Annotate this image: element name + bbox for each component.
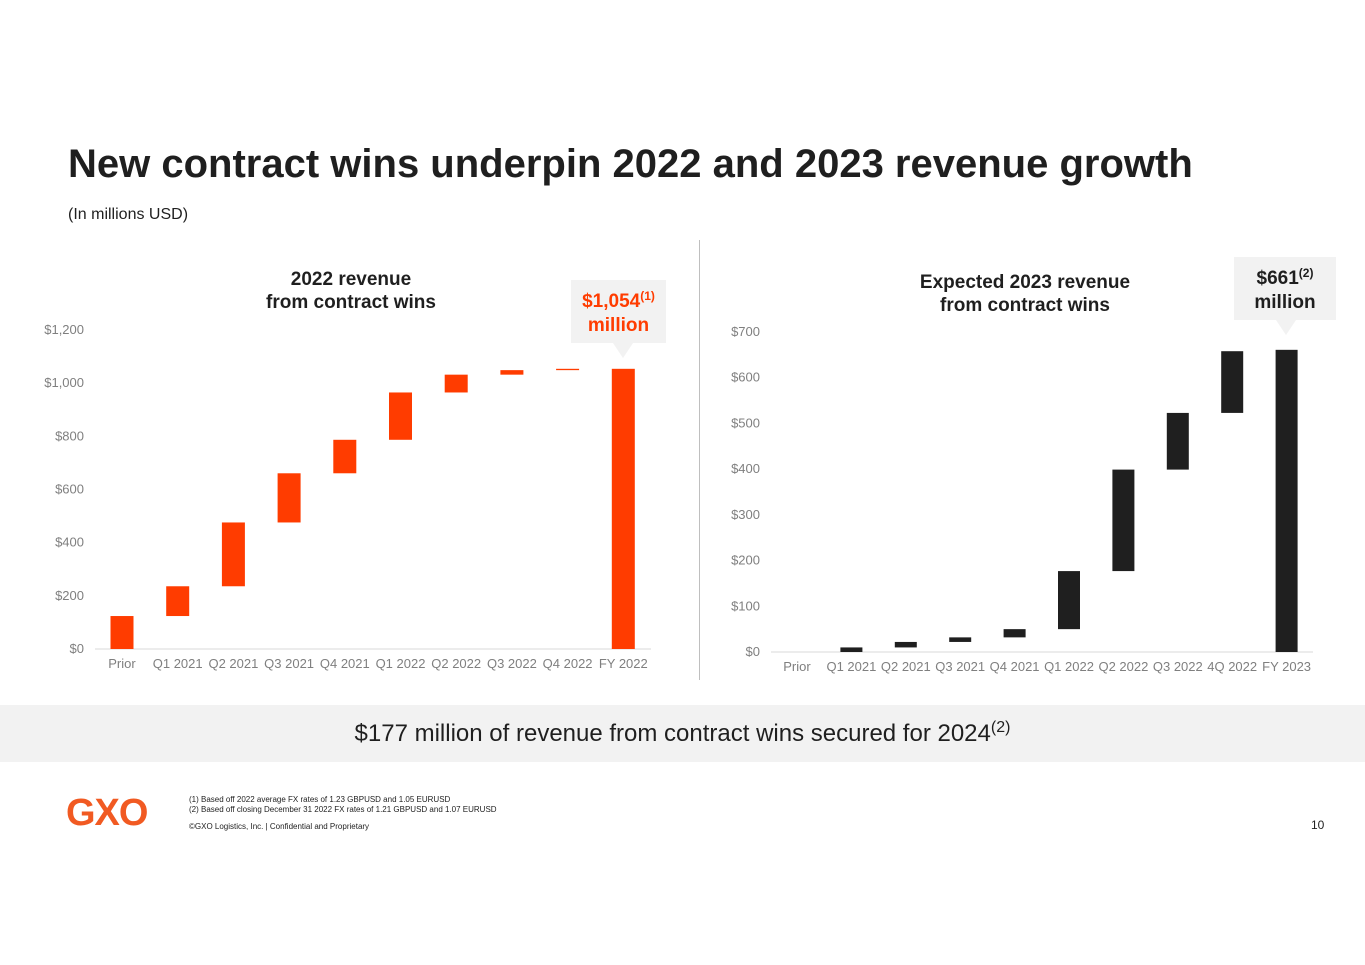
- x-tick-label: Q1 2022: [376, 656, 426, 671]
- x-tick-label: Q4 2022: [543, 656, 593, 671]
- total-bar: [1275, 349, 1298, 652]
- x-tick-label: Q2 2021: [881, 659, 931, 674]
- y-tick-label: $200: [55, 588, 84, 603]
- y-tick-label: $600: [731, 370, 760, 385]
- callout-footnote-ref: (1): [640, 289, 655, 303]
- waterfall-bar: [444, 374, 468, 393]
- x-tick-label: Q1 2022: [1044, 659, 1094, 674]
- x-tick-label: Q2 2021: [208, 656, 258, 671]
- waterfall-bar: [1058, 571, 1080, 630]
- callout-unit: million: [588, 315, 649, 336]
- callout-box: [571, 280, 666, 358]
- waterfall-bar: [949, 637, 972, 642]
- x-tick-label: FY 2023: [1262, 659, 1311, 674]
- waterfall-bar: [894, 641, 917, 648]
- waterfall-bar: [1221, 351, 1244, 413]
- waterfall-bar: [840, 647, 863, 652]
- waterfall-bar: [277, 473, 301, 523]
- footnote-1: (1) Based off 2022 average FX rates of 1…: [189, 795, 451, 804]
- copyright: ©GXO Logistics, Inc. | Confidential and …: [189, 822, 370, 831]
- chart-2023-revenue: $0 $100 $200 $300 $400 $500 $600 $700 Prior Q1 20…: [731, 257, 1336, 674]
- chart-2022-revenue: $0 $200 $400 $600 $800 $1,000 $1,200 Prior Q1 20…: [44, 269, 666, 671]
- x-tick-label: FY 2022: [599, 656, 648, 671]
- y-tick-label: $400: [731, 461, 760, 476]
- units-subtitle: (In millions USD): [68, 206, 189, 223]
- page-title: New contract wins underpin 2022 and 2023…: [68, 142, 1193, 186]
- y-tick-label: $600: [55, 482, 84, 497]
- y-tick-label: $0: [746, 644, 760, 659]
- x-tick-label: Prior: [783, 659, 811, 674]
- footnotes: (1) Based off 2022 average FX rates of 1…: [189, 795, 497, 815]
- banner-footnote-ref: (2): [990, 719, 1011, 736]
- y-tick-label: $300: [731, 507, 760, 522]
- gxo-logo: GXO: [66, 792, 148, 834]
- total-bar: [611, 368, 635, 649]
- x-tick-label: Q2 2022: [431, 656, 481, 671]
- callout-unit: million: [1254, 292, 1315, 313]
- callout-value: $1,054(1): [582, 289, 655, 312]
- chart-title-line: from contract wins: [940, 295, 1110, 316]
- waterfall-bar: [166, 586, 190, 617]
- banner-text: $177 million of revenue from contract wi…: [354, 719, 1011, 747]
- waterfall-bar: [110, 616, 134, 649]
- y-tick-label: $0: [70, 641, 84, 656]
- callout-footnote-ref: (2): [1299, 266, 1314, 280]
- callout-box: [1234, 257, 1336, 335]
- waterfall-bar: [333, 439, 357, 474]
- banner: $177 million of revenue from contract wi…: [0, 705, 1365, 762]
- y-tick-label: $700: [731, 324, 760, 339]
- x-tick-label: Q3 2022: [487, 656, 537, 671]
- chart-title-line: Expected 2023 revenue: [920, 272, 1130, 293]
- footnote-2: (2) Based off closing December 31 2022 F…: [189, 805, 497, 814]
- y-tick-label: $500: [731, 415, 760, 430]
- x-tick-label: 4Q 2022: [1207, 659, 1257, 674]
- x-tick-label: Q1 2021: [826, 659, 876, 674]
- chart-title-line: 2022 revenue: [291, 269, 411, 290]
- y-tick-label: $400: [55, 535, 84, 550]
- x-tick-label: Q3 2021: [264, 656, 314, 671]
- y-tick-label: $1,200: [44, 322, 84, 337]
- waterfall-bar: [556, 368, 580, 371]
- x-tick-label: Q4 2021: [320, 656, 370, 671]
- y-tick-label: $100: [731, 598, 760, 613]
- waterfall-bar: [221, 522, 245, 587]
- waterfall-bar: [389, 392, 412, 440]
- y-tick-label: $800: [55, 428, 84, 443]
- waterfall-bar: [1112, 469, 1135, 572]
- x-tick-label: Q3 2022: [1153, 659, 1203, 674]
- y-tick-label: $1,000: [44, 375, 84, 390]
- chart-divider: [699, 240, 700, 680]
- waterfall-bar: [1003, 629, 1026, 638]
- waterfall-bar: [500, 370, 524, 375]
- chart-title-line: from contract wins: [266, 292, 436, 313]
- x-tick-label: Q2 2022: [1098, 659, 1148, 674]
- x-tick-label: Prior: [108, 656, 136, 671]
- page-number: 10: [1311, 818, 1325, 832]
- waterfall-bar: [1166, 412, 1189, 470]
- x-tick-label: Q1 2021: [153, 656, 203, 671]
- y-tick-label: $200: [731, 553, 760, 568]
- x-tick-label: Q4 2021: [990, 659, 1040, 674]
- x-tick-label: Q3 2021: [935, 659, 985, 674]
